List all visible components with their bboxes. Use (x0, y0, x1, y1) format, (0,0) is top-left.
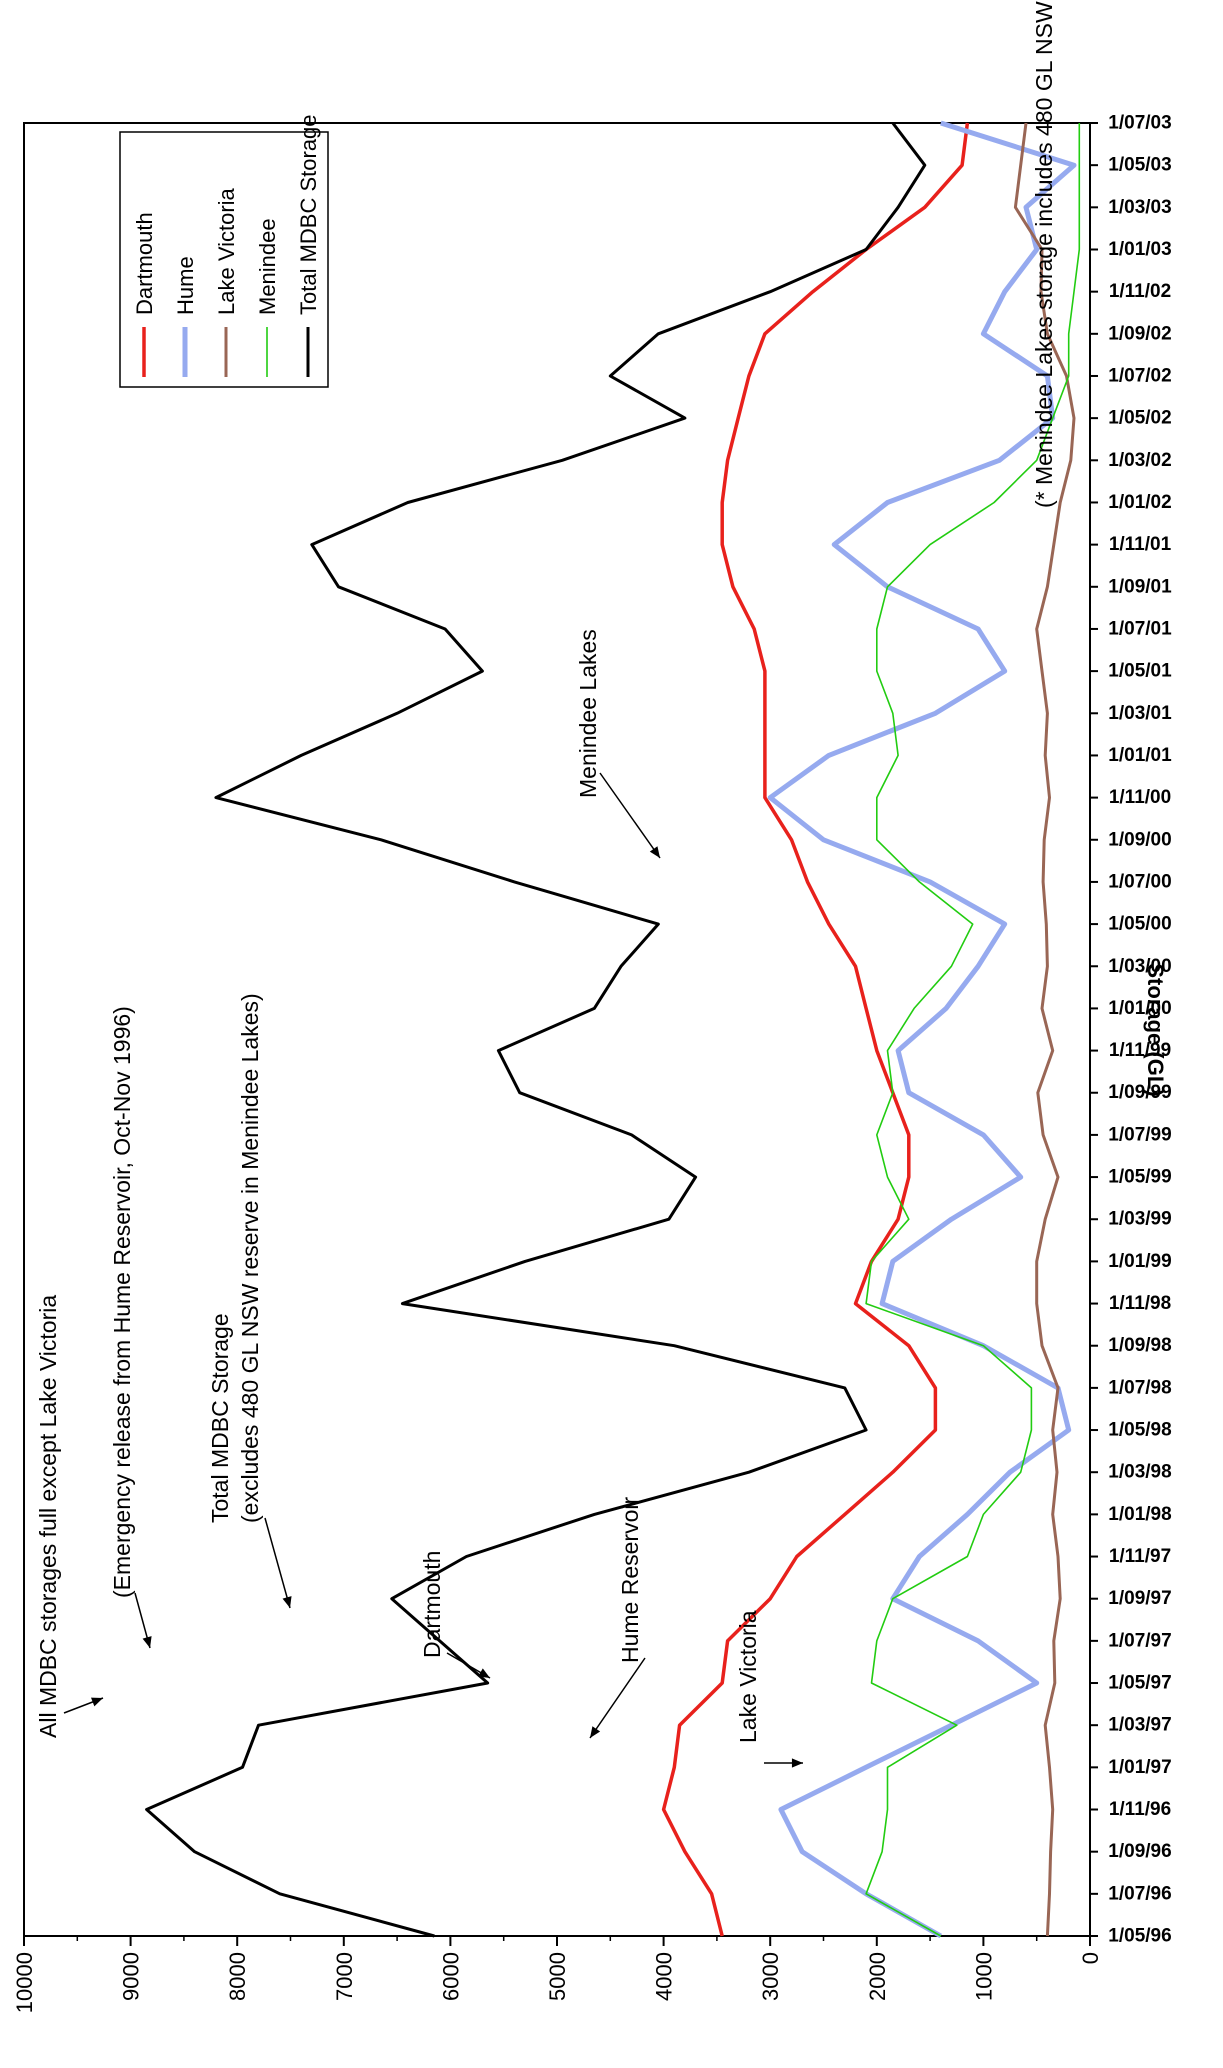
legend-label: Total MDBC Storage (296, 114, 321, 315)
annotation-total-1: Total MDBC Storage (207, 1313, 233, 1523)
x-tick-label: 1/01/02 (1108, 492, 1171, 513)
legend-label: Lake Victoria (214, 187, 239, 315)
x-tick-label: 1/09/99 (1108, 1082, 1171, 1103)
legend-label: Dartmouth (132, 212, 157, 315)
x-tick-label: 1/01/97 (1108, 1757, 1171, 1778)
x-tick-label: 1/11/01 (1109, 534, 1172, 555)
y-axis: 0 1000 2000 3000 4000 5000 6000 7000 8000 9000 100… (12, 1936, 1103, 2013)
x-tick-label: 1/05/99 (1108, 1167, 1171, 1188)
y-tick-label: 10000 (12, 1952, 37, 2013)
annotation-emergency: (Emergency release from Hume Reservoir, … (109, 1006, 135, 1598)
x-tick-label: 1/11/98 (1109, 1293, 1171, 1314)
y-tick-label: 2000 (865, 1952, 890, 2001)
y-tick-label: 3000 (758, 1952, 783, 2001)
series-lines (145, 120, 1081, 1939)
annotation-arrowhead (649, 846, 660, 858)
x-tick-label: 1/03/99 (1108, 1209, 1171, 1230)
x-tick-label: 1/11/99 (1109, 1040, 1171, 1061)
x-tick-label: 1/05/02 (1108, 408, 1171, 429)
annotation-arrowhead (791, 1758, 803, 1768)
annotation-arrow (264, 1517, 291, 1609)
y-tick-label: 5000 (545, 1952, 570, 2001)
annotation-arrowhead (478, 1668, 490, 1678)
legend: Dartmouth Hume Lake Victoria Menindee Total … (119, 114, 329, 388)
x-tick-label: 1/07/96 (1108, 1883, 1171, 1904)
x-tick-label: 1/09/02 (1108, 323, 1171, 344)
annotation-arrow (599, 772, 661, 859)
x-tick-label: 1/07/99 (1108, 1124, 1171, 1145)
x-tick-label: 1/05/01 (1108, 661, 1172, 682)
series-line-menindee (865, 123, 1081, 1937)
annotation-hume: Hume Reservoir (617, 1497, 643, 1663)
x-tick-label: 1/01/03 (1108, 239, 1171, 260)
x-tick-label: 1/07/98 (1108, 1377, 1171, 1398)
y-axis-title: Storage (GL) (1143, 963, 1168, 1096)
y-tick-label: 9000 (119, 1952, 144, 2001)
annotation-arrowhead (282, 1596, 292, 1608)
y-tick-label: 0 (1078, 1952, 1103, 1964)
series-line-dartmouth (661, 122, 970, 1937)
legend-label: Menindee (255, 218, 280, 315)
x-tick-label: 1/11/96 (1109, 1799, 1171, 1820)
x-tick-label: 1/05/97 (1108, 1673, 1171, 1694)
annotation-dartmouth: Dartmouth (419, 1551, 445, 1658)
x-tick-label: 1/03/02 (1108, 450, 1171, 471)
x-tick-label: 1/07/97 (1108, 1630, 1171, 1651)
x-tick-label: 1/11/97 (1109, 1546, 1171, 1567)
x-tick-label: 1/09/98 (1108, 1335, 1171, 1356)
x-tick-label: 1/03/97 (1108, 1715, 1171, 1736)
annotation-arrow (589, 1657, 646, 1739)
x-tick-label: 1/07/00 (1108, 871, 1171, 892)
annotations: All MDBC storages full except Lake Victo… (35, 0, 1057, 1768)
x-tick-label: 1/05/98 (1108, 1420, 1171, 1441)
x-tick-label: 1/07/01 (1108, 618, 1172, 639)
x-tick-label: 1/11/02 (1109, 281, 1171, 302)
annotation-arrowhead (91, 1697, 103, 1707)
legend-box (119, 131, 329, 388)
annotation-arrowhead (590, 1726, 601, 1738)
x-tick-label: 1/01/99 (1108, 1251, 1171, 1272)
series-line-hume (767, 120, 1077, 1939)
x-tick-label: 1/05/96 (1108, 1926, 1171, 1947)
y-tick-label: 1000 (971, 1952, 996, 2001)
annotation-victoria: Lake Victoria (735, 1610, 761, 1743)
x-tick-label: 1/07/03 (1108, 113, 1171, 134)
y-tick-label: 6000 (438, 1952, 463, 2001)
plot-frame (23, 122, 1091, 1937)
y-tick-label: 8000 (225, 1952, 250, 2001)
x-tick-label: 1/09/97 (1108, 1588, 1171, 1609)
x-tick-label: 1/01/01 (1108, 745, 1172, 766)
annotation-full: All MDBC storages full except Lake Victo… (35, 1295, 61, 1738)
x-tick-label: 1/09/01 (1108, 576, 1172, 597)
x-tick-label: 1/05/03 (1108, 155, 1171, 176)
x-tick-label: 1/03/03 (1108, 197, 1171, 218)
annotation-menindee: Menindee Lakes (575, 629, 601, 798)
series-line-total-mdbc-storage (145, 122, 927, 1938)
x-tick-label: 1/07/02 (1108, 365, 1171, 386)
x-tick-label: 1/11/00 (1109, 787, 1171, 808)
x-tick-label: 1/01/98 (1108, 1504, 1171, 1525)
y-tick-label: 7000 (332, 1952, 357, 2001)
x-tick-label: 1/03/01 (1108, 703, 1172, 724)
series-line-lake-victoria (1013, 122, 1076, 1937)
annotation-arrowhead (142, 1636, 152, 1648)
x-tick-label: 1/09/00 (1108, 829, 1171, 850)
legend-label: Hume (173, 256, 198, 315)
x-axis: 1/05/96 1/07/96 1/09/96 1/11/96 1/01/97 1/03/… (1090, 113, 1172, 1947)
y-tick-label: 4000 (652, 1952, 677, 2001)
x-tick-label: 1/09/96 (1108, 1841, 1171, 1862)
rotated-plot: 0 1000 2000 3000 4000 5000 6000 7000 8000 9000 100… (12, 0, 1172, 2013)
x-tick-label: 1/03/00 (1108, 956, 1171, 977)
annotation-note: (* Menindee Lakes storage includes 480 G… (1031, 0, 1057, 508)
x-tick-label: 1/01/00 (1108, 998, 1171, 1019)
annotation-total-2: (excludes 480 GL NSW reserve in Menindee… (237, 993, 263, 1523)
x-tick-label: 1/05/00 (1108, 914, 1171, 935)
x-tick-label: 1/03/98 (1108, 1462, 1171, 1483)
